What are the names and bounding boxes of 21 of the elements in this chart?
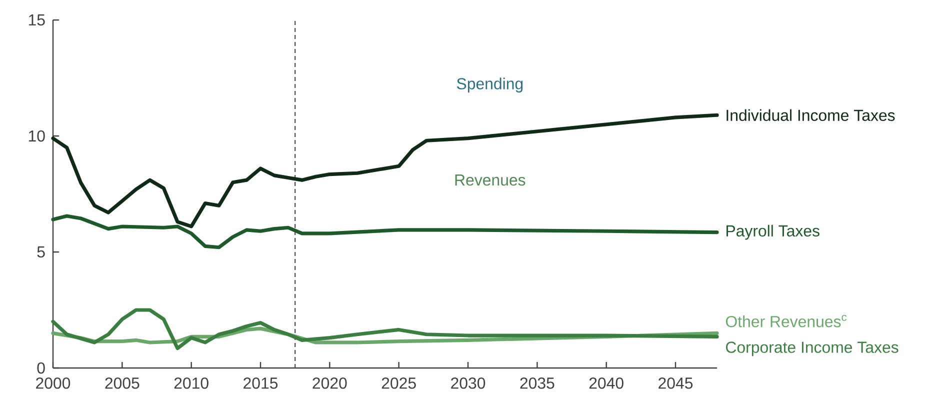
x-tick-label: 2035 [520, 378, 554, 389]
x-tick-label: 2025 [382, 378, 416, 389]
x-tick-label: 2020 [312, 378, 347, 389]
y-tick-label: 5 [37, 246, 45, 258]
x-tick-label: 2030 [451, 378, 486, 389]
series-label: Corporate Income Taxes [726, 342, 898, 356]
x-tick-label: 2010 [174, 378, 208, 389]
x-tick-label: 2000 [36, 378, 70, 389]
x-tick-label: 2045 [658, 378, 693, 389]
series-label: Other Revenues$^{c}$ [726, 314, 847, 328]
y-tick-label: 10 [28, 130, 45, 142]
series-label: Individual Income Taxes [726, 109, 895, 121]
line-series [51, 214, 719, 250]
series-label: Payroll Taxes [726, 224, 820, 240]
x-tick-label: 2040 [589, 378, 624, 389]
y-tick-label: 15 [28, 14, 45, 26]
annotation: Spending [456, 78, 523, 93]
x-tick-label: 2005 [105, 378, 140, 389]
x-tick-label: 2015 [244, 378, 278, 389]
y-tick-label: 0 [37, 362, 45, 374]
annotation: Revenues [455, 174, 526, 186]
